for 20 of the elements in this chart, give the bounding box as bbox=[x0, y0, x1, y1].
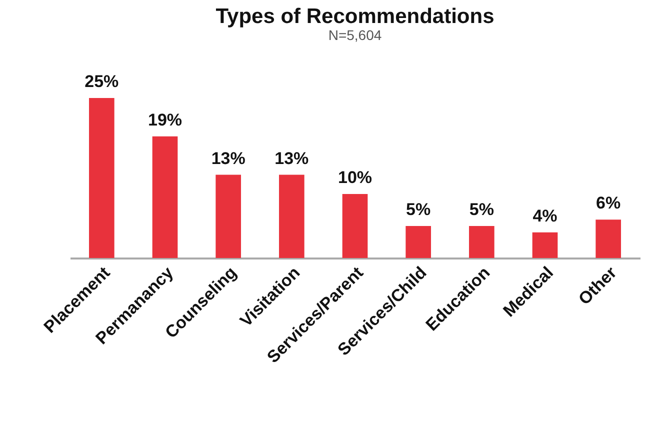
bar bbox=[596, 220, 621, 258]
data-label: 10% bbox=[338, 168, 372, 187]
bar bbox=[406, 226, 431, 258]
chart-title: Types of Recommendations bbox=[216, 5, 494, 28]
bar bbox=[342, 194, 368, 258]
data-label: 13% bbox=[211, 148, 246, 168]
data-label: 6% bbox=[596, 194, 621, 213]
data-label: 5% bbox=[469, 200, 494, 219]
bar bbox=[532, 232, 558, 258]
bar bbox=[216, 174, 241, 258]
bar bbox=[152, 136, 178, 258]
data-label: 5% bbox=[406, 200, 431, 219]
bar bbox=[279, 174, 304, 258]
data-label: 19% bbox=[148, 110, 182, 130]
data-label: 25% bbox=[84, 72, 119, 91]
chart-subtitle: N=5,604 bbox=[328, 27, 382, 43]
bar bbox=[469, 226, 494, 258]
data-label: 4% bbox=[532, 206, 558, 226]
bar bbox=[89, 98, 114, 258]
data-label: 13% bbox=[274, 148, 309, 168]
